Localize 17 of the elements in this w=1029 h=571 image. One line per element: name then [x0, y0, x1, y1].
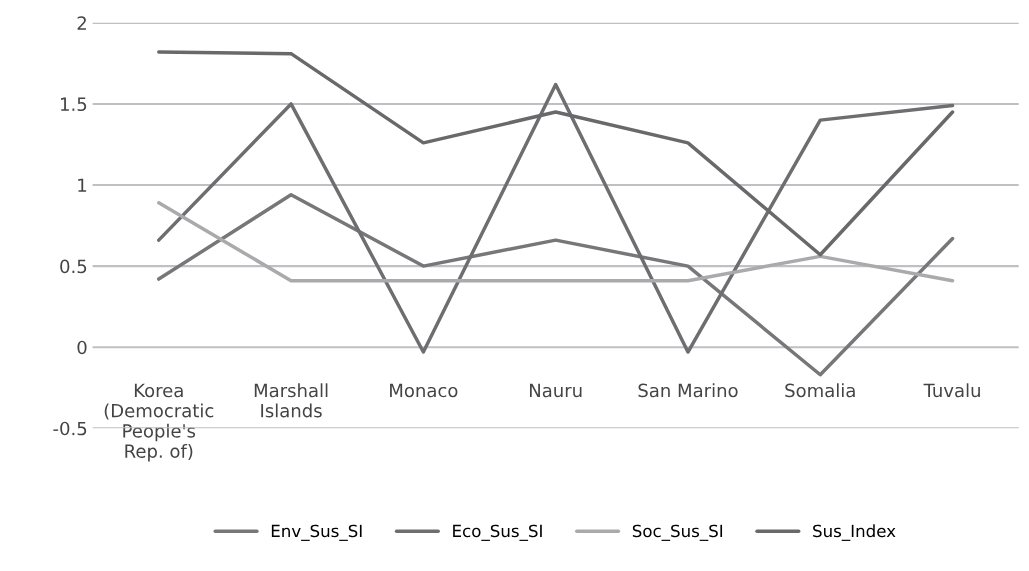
y-tick-label: 0.5 [60, 259, 87, 274]
legend-label: Env_Sus_SI [271, 524, 362, 541]
legend-label: Soc_Sus_SI [632, 524, 723, 541]
legend-label: Eco_Sus_SI [453, 524, 542, 541]
legend-label: Sus_Index [813, 524, 896, 541]
y-tick-label: 0 [77, 340, 87, 355]
x-tick-label: Nauru [529, 383, 582, 398]
x-tick-label: Korea (Democratic People's Rep. of) [104, 383, 214, 462]
y-tick-label: 1 [78, 178, 87, 192]
y-tick-label: -0.5 [53, 421, 87, 436]
x-tick-label: Tuvalu [923, 383, 980, 398]
y-tick-label: 1.5 [61, 97, 87, 112]
x-tick-label: San Marino [638, 383, 738, 398]
y-tick-label: 2 [77, 16, 86, 30]
x-tick-label: Somalia [785, 383, 855, 398]
x-tick-label: Monaco [390, 383, 458, 398]
x-tick-label: Marshall Islands [254, 383, 328, 418]
